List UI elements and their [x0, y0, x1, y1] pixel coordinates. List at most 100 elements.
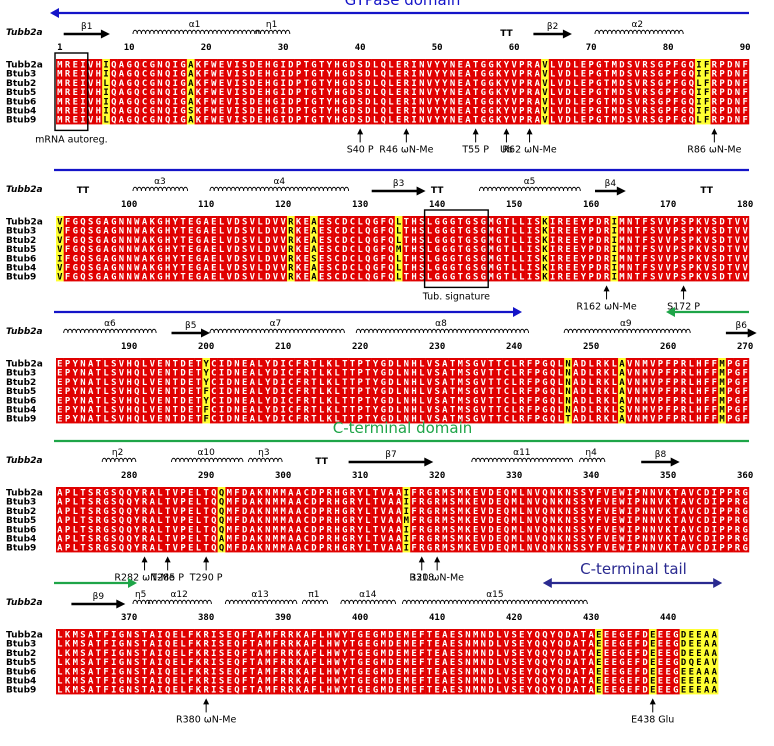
residue: K	[257, 489, 263, 499]
residue: T	[473, 79, 478, 89]
residue: Y	[173, 254, 179, 264]
residue: T	[173, 387, 178, 397]
residue: T	[203, 525, 208, 535]
residue: V	[481, 406, 487, 416]
residue: E	[650, 640, 655, 650]
residue: F	[665, 406, 670, 416]
residue: R	[527, 61, 533, 71]
alignment-column	[263, 59, 272, 125]
residue: M	[280, 498, 285, 508]
alignment-column	[133, 216, 141, 282]
annotation-arrowhead	[403, 128, 410, 135]
residue: T	[203, 535, 208, 545]
residue: A	[388, 489, 394, 499]
residue: N	[565, 507, 570, 517]
residue: V	[381, 507, 387, 517]
residue: E	[665, 658, 670, 668]
alignment-column	[618, 487, 626, 553]
residue: F	[635, 677, 640, 687]
residue: I	[157, 640, 162, 650]
alignment-column	[371, 59, 380, 125]
helix-coil	[301, 599, 329, 605]
residue: M	[642, 369, 647, 379]
residue: I	[527, 236, 532, 246]
residue: V	[604, 507, 610, 517]
residue: E	[257, 61, 262, 71]
residue: T	[203, 498, 208, 508]
residue: M	[473, 649, 478, 659]
residue: I	[173, 88, 178, 98]
residue: A	[681, 525, 687, 535]
residue: A	[119, 116, 125, 126]
residue: L	[157, 507, 162, 517]
residue: Y	[588, 507, 594, 517]
residue: N	[565, 369, 570, 379]
residue: S	[650, 264, 655, 274]
alignment-column	[548, 487, 557, 553]
residue: C	[142, 88, 147, 98]
residue: G	[373, 254, 378, 264]
residue: H	[327, 677, 332, 687]
residue: A	[573, 360, 579, 370]
residue: C	[211, 360, 216, 370]
residue: T	[458, 254, 463, 264]
residue: E	[689, 667, 694, 677]
residue: E	[665, 686, 670, 696]
residue: Q	[535, 686, 540, 696]
alignment-column	[625, 358, 634, 424]
residue: P	[588, 218, 593, 228]
residue: G	[488, 107, 493, 117]
alignment-column	[333, 216, 342, 282]
residue: P	[719, 498, 724, 508]
alignment-column	[610, 629, 619, 695]
residue: F	[242, 686, 247, 696]
alignment-column	[664, 216, 673, 282]
residue: M	[73, 658, 78, 668]
residue: N	[465, 640, 470, 650]
residue: K	[196, 677, 202, 687]
residue: T	[165, 507, 170, 517]
residue: F	[188, 631, 193, 641]
residue: F	[311, 649, 316, 659]
residue: V	[689, 544, 695, 554]
residue: D	[250, 116, 255, 126]
residue: D	[565, 88, 570, 98]
residue: Y	[265, 360, 271, 370]
residue: N	[419, 70, 424, 80]
residue: L	[612, 387, 617, 397]
helix-label: α14	[359, 590, 377, 600]
residue: L	[365, 535, 370, 545]
residue: E	[627, 686, 632, 696]
residue: G	[542, 406, 547, 416]
residue: T	[404, 236, 409, 246]
residue: F	[673, 107, 678, 117]
residue: E	[188, 415, 193, 425]
residue: T	[80, 525, 85, 535]
residue: A	[396, 489, 402, 499]
residue: A	[57, 489, 63, 499]
residue: P	[673, 218, 678, 228]
residue: R	[642, 88, 648, 98]
residue: M	[642, 378, 647, 388]
residue: V	[542, 107, 548, 117]
alignment-column	[648, 629, 657, 695]
alignment-column	[63, 487, 72, 553]
residue: Y	[203, 360, 209, 370]
alignment-column	[610, 59, 619, 125]
residue: L	[334, 360, 339, 370]
alignment-column	[340, 59, 349, 125]
position-number: 260	[660, 342, 676, 352]
alignment-column	[379, 358, 388, 424]
alignment-column	[56, 487, 64, 553]
residue: R	[203, 640, 209, 650]
residue: M	[719, 387, 724, 397]
residue: H	[334, 498, 339, 508]
residue: V	[173, 498, 179, 508]
residue: R	[288, 254, 294, 264]
residue: A	[119, 88, 125, 98]
residue: M	[265, 640, 270, 650]
residue: R	[304, 378, 310, 388]
residue: G	[658, 88, 663, 98]
residue: M	[719, 360, 724, 370]
residue: Q	[165, 658, 170, 668]
